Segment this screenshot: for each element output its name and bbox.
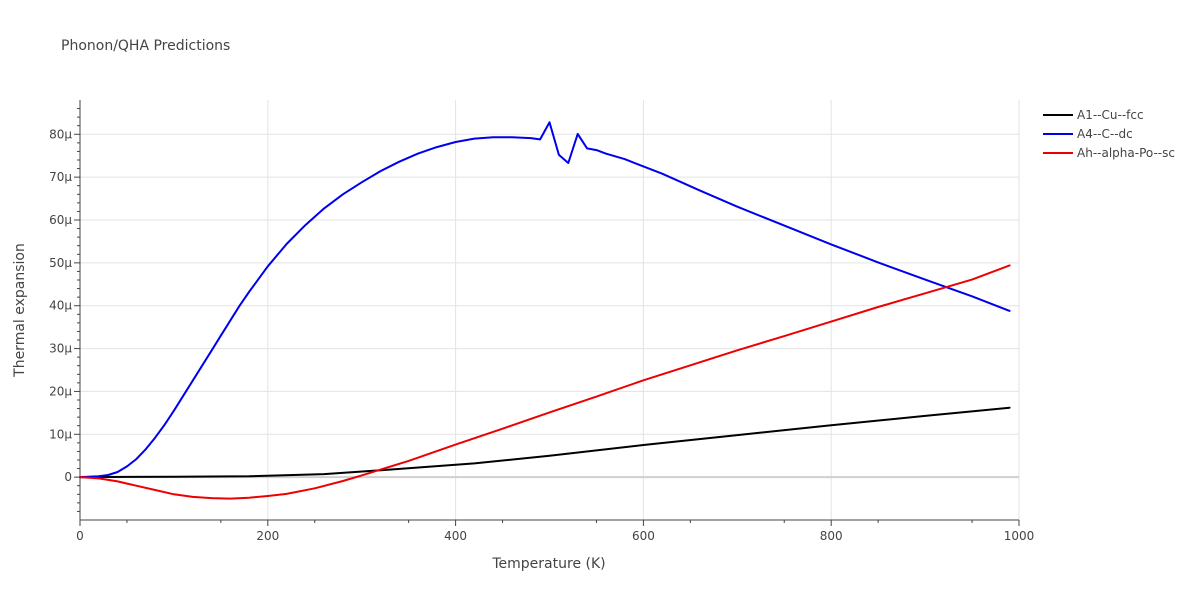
series-line-2 [79,264,1011,500]
series-line-0 [79,406,1011,479]
gridlines [80,100,1020,520]
x-tick-label-5: 1000 [1004,529,1035,543]
x-tick-label-4: 800 [820,529,843,543]
y-tick-label-8: 80µ [49,127,72,141]
x-axis-title: Temperature (K) [491,556,605,572]
legend-label-2: Ah--alpha-Po--sc [1077,146,1175,160]
x-tick-label-1: 200 [256,529,279,543]
legend[interactable]: A1--Cu--fcc A4--C--dc Ah--alpha-Po--sc [1043,108,1175,160]
x-tick-label-3: 600 [632,529,655,543]
y-ticks: 0 10µ 20µ 30µ 40µ 50µ 60µ 70µ 80µ [49,108,80,512]
y-tick-label-2: 20µ [49,384,72,398]
legend-item-2[interactable]: Ah--alpha-Po--sc [1043,146,1175,160]
legend-label-0: A1--Cu--fcc [1077,108,1144,122]
x-tick-label-2: 400 [444,529,467,543]
y-tick-label-1: 10µ [49,427,72,441]
chart-title: Phonon/QHA Predictions [61,38,230,54]
plot-series [79,121,1011,500]
y-tick-label-4: 40µ [49,299,72,313]
x-ticks: 0 200 400 600 800 1000 [76,520,1034,543]
y-tick-label-0: 0 [64,470,72,484]
axes [79,100,1019,521]
y-tick-label-3: 30µ [49,342,72,356]
y-tick-label-7: 70µ [49,170,72,184]
y-axis-title: Thermal expansion [12,243,28,378]
legend-label-1: A4--C--dc [1077,127,1133,141]
y-tick-label-6: 60µ [49,213,72,227]
legend-item-1[interactable]: A4--C--dc [1043,127,1133,141]
y-tick-label-5: 50µ [49,256,72,270]
series-line-1 [79,121,1011,479]
legend-item-0[interactable]: A1--Cu--fcc [1043,108,1144,122]
x-tick-label-0: 0 [76,529,84,543]
